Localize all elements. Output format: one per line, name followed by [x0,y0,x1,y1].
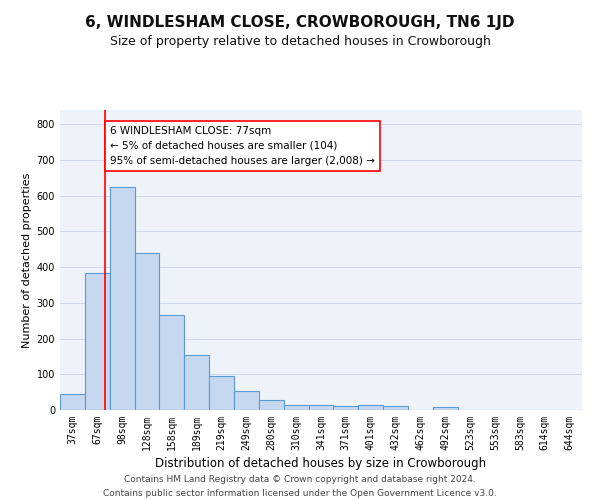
Bar [160,316,184,410]
Bar [184,354,209,410]
Bar [284,404,308,410]
Bar [334,406,358,410]
Text: 6 WINDLESHAM CLOSE: 77sqm
← 5% of detached houses are smaller (104)
95% of semi-: 6 WINDLESHAM CLOSE: 77sqm ← 5% of detach… [110,126,375,166]
Bar [110,187,134,410]
Bar [134,253,160,410]
Bar [383,406,408,410]
Text: Contains HM Land Registry data © Crown copyright and database right 2024.
Contai: Contains HM Land Registry data © Crown c… [103,476,497,498]
Y-axis label: Number of detached properties: Number of detached properties [22,172,32,348]
Bar [259,400,284,410]
Bar [85,272,110,410]
X-axis label: Distribution of detached houses by size in Crowborough: Distribution of detached houses by size … [155,457,487,470]
Bar [433,407,458,410]
Bar [60,394,85,410]
Bar [209,376,234,410]
Text: Size of property relative to detached houses in Crowborough: Size of property relative to detached ho… [110,35,490,48]
Bar [234,392,259,410]
Text: 6, WINDLESHAM CLOSE, CROWBOROUGH, TN6 1JD: 6, WINDLESHAM CLOSE, CROWBOROUGH, TN6 1J… [85,15,515,30]
Bar [358,406,383,410]
Bar [308,406,334,410]
